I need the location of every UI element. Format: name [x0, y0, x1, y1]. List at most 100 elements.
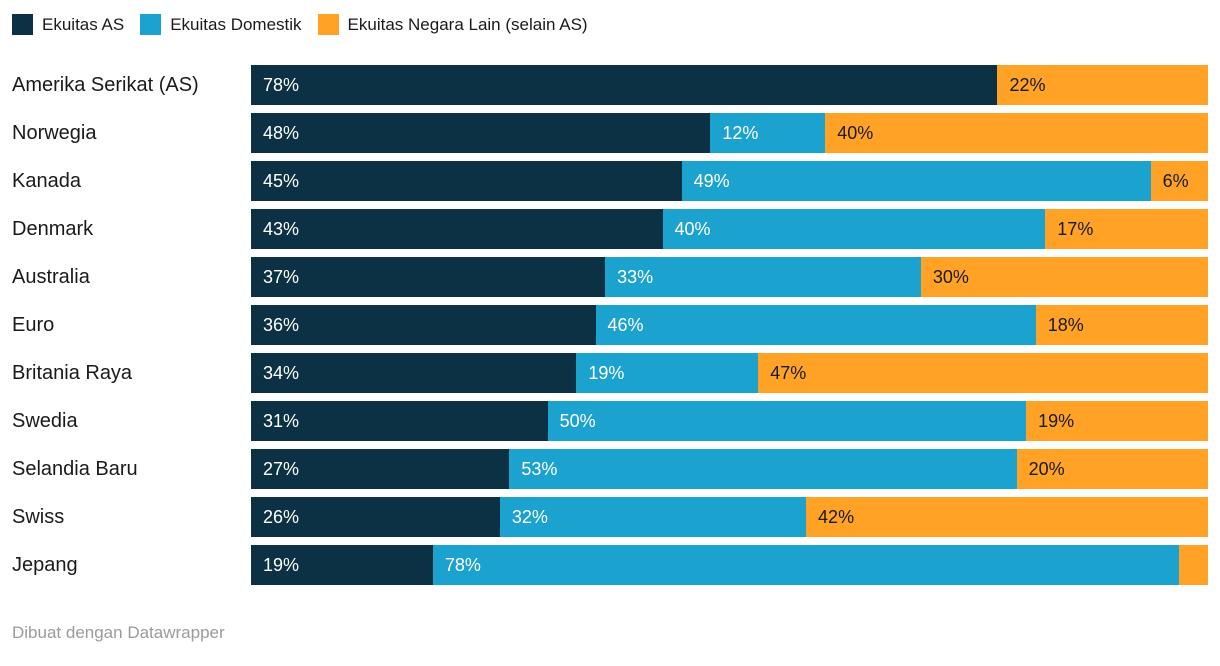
- category-label: Selandia Baru: [12, 457, 138, 480]
- category-label: Jepang: [12, 553, 78, 576]
- bar-value-label: 19%: [1038, 410, 1075, 431]
- category-label: Britania Raya: [12, 361, 133, 384]
- bar-value-label: 30%: [932, 266, 969, 287]
- bar-segment: 45%: [251, 161, 682, 201]
- bar-value-label: 18%: [1047, 314, 1084, 335]
- bar-value-label: 20%: [1028, 458, 1065, 479]
- chart-container: Ekuitas AS Ekuitas Domestik Ekuitas Negara…: [12, 14, 1208, 642]
- table-row: Norwegia 48% 12% 40%: [12, 113, 1208, 153]
- bar-segment: 47%: [758, 353, 1208, 393]
- bar-value-label: 47%: [770, 362, 807, 383]
- legend-item: Ekuitas Domestik: [140, 14, 302, 35]
- bar-segment: 31%: [251, 401, 548, 441]
- bar-value-label: 45%: [263, 170, 300, 191]
- table-row: Euro 36% 46% 18%: [12, 305, 1208, 345]
- bar-value-label: 19%: [588, 362, 625, 383]
- legend-label: Ekuitas AS: [42, 15, 125, 34]
- stacked-bar: 43% 40% 17%: [251, 209, 1208, 249]
- bar-segment: 6%: [1150, 161, 1208, 201]
- legend: Ekuitas AS Ekuitas Domestik Ekuitas Negara…: [12, 14, 1208, 35]
- bar-segment: 27%: [251, 449, 510, 489]
- stacked-bar: 26% 32% 42%: [251, 497, 1208, 537]
- bar-segment: 19%: [251, 545, 433, 585]
- bar-segment: 32%: [499, 497, 807, 537]
- table-row: Australia 37% 33% 30%: [12, 257, 1208, 297]
- bar-segment: 26%: [251, 497, 500, 537]
- legend-label: Ekuitas Negara Lain (selain AS): [347, 15, 588, 34]
- category-label: Norwegia: [12, 121, 97, 144]
- bar-segment: 42%: [806, 497, 1208, 537]
- bar-segment: 20%: [1016, 449, 1208, 489]
- stacked-bar: 37% 33% 30%: [251, 257, 1208, 297]
- table-row: Swedia 31% 50% 19%: [12, 401, 1208, 441]
- stacked-bar: 19% 78%: [251, 545, 1208, 585]
- footer-credit: Dibuat dengan Datawrapper: [12, 623, 225, 642]
- bar-segment: 22%: [997, 65, 1208, 105]
- category-label: Amerika Serikat (AS): [12, 73, 199, 96]
- bar-segment: 46%: [595, 305, 1036, 345]
- bar-segment: 78%: [251, 65, 998, 105]
- bar-value-label: 78%: [263, 74, 300, 95]
- bar-value-label: 43%: [263, 218, 300, 239]
- category-label: Denmark: [12, 217, 94, 240]
- legend-item: Ekuitas AS: [12, 14, 124, 35]
- stacked-bar: 27% 53% 20%: [251, 449, 1208, 489]
- bar-value-label: 42%: [818, 506, 855, 527]
- bar-value-label: 49%: [693, 170, 730, 191]
- table-row: Kanada 45% 49% 6%: [12, 161, 1208, 201]
- bar-value-label: 32%: [511, 506, 548, 527]
- bar-value-label: 12%: [722, 122, 759, 143]
- legend-swatch-icon: [317, 14, 339, 35]
- bar-segment: 48%: [251, 113, 711, 153]
- bar-value-label: 6%: [1162, 170, 1189, 191]
- bar-value-label: 17%: [1057, 218, 1094, 239]
- bar-value-label: 40%: [674, 218, 711, 239]
- bar-segment: 53%: [509, 449, 1017, 489]
- bar-value-label: 78%: [444, 554, 481, 575]
- category-label: Swedia: [12, 409, 78, 432]
- bar-segment: 18%: [1035, 305, 1208, 345]
- bar-segment: 19%: [1026, 401, 1208, 441]
- category-label: Euro: [12, 313, 55, 336]
- bar-segment: 17%: [1045, 209, 1208, 249]
- bar-value-label: 36%: [263, 314, 300, 335]
- bar-segment: 40%: [825, 113, 1208, 153]
- table-row: Swiss 26% 32% 42%: [12, 497, 1208, 537]
- table-row: Jepang 19% 78%: [12, 545, 1208, 585]
- table-row: Selandia Baru 27% 53% 20%: [12, 449, 1208, 489]
- chart-rows: Amerika Serikat (AS) 78% 22% Norwegia 48% 12%…: [12, 65, 1208, 585]
- stacked-bar: 45% 49% 6%: [251, 161, 1208, 201]
- bar-value-label: 26%: [263, 506, 300, 527]
- bar-value-label: 34%: [263, 362, 300, 383]
- stacked-bar: 31% 50% 19%: [251, 401, 1208, 441]
- bar-value-label: 50%: [559, 410, 596, 431]
- bar-segment: 34%: [251, 353, 577, 393]
- bar-segment: 49%: [681, 161, 1151, 201]
- table-row: Denmark 43% 40% 17%: [12, 209, 1208, 249]
- bar-segment: 43%: [251, 209, 663, 249]
- bar-value-label: 19%: [263, 554, 300, 575]
- bar-segment: 12%: [710, 113, 826, 153]
- bar-value-label: 33%: [617, 266, 654, 287]
- bar-segment: 40%: [662, 209, 1046, 249]
- bar-value-label: 22%: [1009, 74, 1046, 95]
- bar-value-label: 48%: [263, 122, 300, 143]
- stacked-bar: 34% 19% 47%: [251, 353, 1208, 393]
- category-label: Kanada: [12, 169, 81, 192]
- bar-value-label: 46%: [607, 314, 644, 335]
- bar-value-label: 27%: [263, 458, 300, 479]
- stacked-bar: 48% 12% 40%: [251, 113, 1208, 153]
- bar-segment: 19%: [576, 353, 759, 393]
- legend-swatch-icon: [140, 14, 162, 35]
- bar-value-label: 31%: [263, 410, 300, 431]
- table-row: Amerika Serikat (AS) 78% 22%: [12, 65, 1208, 105]
- bar-segment: 33%: [605, 257, 921, 297]
- stacked-bar: 78% 22%: [251, 65, 1208, 105]
- legend-label: Ekuitas Domestik: [170, 15, 302, 34]
- table-row: Britania Raya 34% 19% 47%: [12, 353, 1208, 393]
- category-label: Swiss: [12, 505, 65, 528]
- legend-swatch-icon: [12, 14, 33, 35]
- bar-value-label: 37%: [263, 266, 300, 287]
- bar-value-label: 53%: [521, 458, 558, 479]
- bar-segment: 36%: [251, 305, 596, 345]
